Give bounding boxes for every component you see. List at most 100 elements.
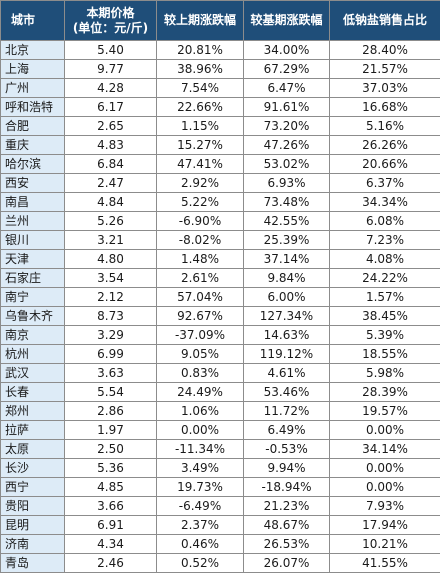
price-cell: 6.99 <box>65 345 157 364</box>
price-cell: 2.46 <box>65 554 157 573</box>
mom-change-cell: 20.81% <box>157 41 244 60</box>
yoy-change-cell: 67.29% <box>244 60 330 79</box>
yoy-change-cell: 9.84% <box>244 269 330 288</box>
price-cell: 5.54 <box>65 383 157 402</box>
price-cell: 1.97 <box>65 421 157 440</box>
mom-change-cell: 2.37% <box>157 516 244 535</box>
price-cell: 6.17 <box>65 98 157 117</box>
mom-change-cell: 2.61% <box>157 269 244 288</box>
header-row: 城市 本期价格 (单位：元/斤) 较上期涨跌幅 较基期涨跌幅 低钠盐销售占比 <box>1 1 440 41</box>
price-cell: 3.21 <box>65 231 157 250</box>
low-sodium-share-cell: 17.94% <box>330 516 440 535</box>
low-sodium-share-cell: 10.21% <box>330 535 440 554</box>
header-price-line2: (单位：元/斤) <box>65 21 156 36</box>
city-cell: 青岛 <box>1 554 65 573</box>
mom-change-cell: 19.73% <box>157 478 244 497</box>
price-cell: 4.84 <box>65 193 157 212</box>
yoy-change-cell: 9.94% <box>244 459 330 478</box>
low-sodium-share-cell: 6.37% <box>330 174 440 193</box>
low-sodium-share-cell: 0.00% <box>330 421 440 440</box>
city-cell: 石家庄 <box>1 269 65 288</box>
city-cell: 重庆 <box>1 136 65 155</box>
mom-change-cell: 7.54% <box>157 79 244 98</box>
yoy-change-cell: -0.53% <box>244 440 330 459</box>
price-cell: 3.66 <box>65 497 157 516</box>
low-sodium-share-cell: 16.68% <box>330 98 440 117</box>
city-cell: 杭州 <box>1 345 65 364</box>
mom-change-cell: 38.96% <box>157 60 244 79</box>
city-cell: 武汉 <box>1 364 65 383</box>
low-sodium-share-cell: 7.93% <box>330 497 440 516</box>
table-header: 城市 本期价格 (单位：元/斤) 较上期涨跌幅 较基期涨跌幅 低钠盐销售占比 <box>1 1 440 41</box>
city-cell: 长春 <box>1 383 65 402</box>
header-city: 城市 <box>1 1 65 41</box>
low-sodium-share-cell: 0.00% <box>330 478 440 497</box>
city-cell: 哈尔滨 <box>1 155 65 174</box>
mom-change-cell: 0.00% <box>157 421 244 440</box>
yoy-change-cell: 73.48% <box>244 193 330 212</box>
yoy-change-cell: 6.49% <box>244 421 330 440</box>
yoy-change-cell: 91.61% <box>244 98 330 117</box>
city-cell: 银川 <box>1 231 65 250</box>
low-sodium-share-cell: 28.40% <box>330 41 440 60</box>
mom-change-cell: 5.22% <box>157 193 244 212</box>
low-sodium-share-cell: 24.22% <box>330 269 440 288</box>
low-sodium-share-cell: 5.39% <box>330 326 440 345</box>
price-cell: 4.85 <box>65 478 157 497</box>
mom-change-cell: 15.27% <box>157 136 244 155</box>
low-sodium-share-cell: 28.39% <box>330 383 440 402</box>
yoy-change-cell: 127.34% <box>244 307 330 326</box>
header-mom-change: 较上期涨跌幅 <box>157 1 244 41</box>
low-sodium-share-cell: 21.57% <box>330 60 440 79</box>
price-cell: 4.28 <box>65 79 157 98</box>
low-sodium-share-cell: 38.45% <box>330 307 440 326</box>
yoy-change-cell: 48.67% <box>244 516 330 535</box>
low-sodium-share-cell: 34.34% <box>330 193 440 212</box>
mom-change-cell: 1.48% <box>157 250 244 269</box>
price-cell: 6.84 <box>65 155 157 174</box>
city-cell: 西宁 <box>1 478 65 497</box>
city-cell: 太原 <box>1 440 65 459</box>
yoy-change-cell: 37.14% <box>244 250 330 269</box>
city-cell: 贵阳 <box>1 497 65 516</box>
low-sodium-share-cell: 41.55% <box>330 554 440 573</box>
city-cell: 南宁 <box>1 288 65 307</box>
mom-change-cell: 24.49% <box>157 383 244 402</box>
low-sodium-share-cell: 1.57% <box>330 288 440 307</box>
mom-change-cell: 9.05% <box>157 345 244 364</box>
price-cell: 4.83 <box>65 136 157 155</box>
city-cell: 西安 <box>1 174 65 193</box>
price-cell: 5.36 <box>65 459 157 478</box>
price-cell: 2.12 <box>65 288 157 307</box>
yoy-change-cell: 47.26% <box>244 136 330 155</box>
yoy-change-cell: 6.00% <box>244 288 330 307</box>
city-cell: 南京 <box>1 326 65 345</box>
price-cell: 5.40 <box>65 41 157 60</box>
city-cell: 呼和浩特 <box>1 98 65 117</box>
price-cell: 4.34 <box>65 535 157 554</box>
yoy-change-cell: 34.00% <box>244 41 330 60</box>
mom-change-cell: -8.02% <box>157 231 244 250</box>
low-sodium-share-cell: 18.55% <box>330 345 440 364</box>
mom-change-cell: 2.92% <box>157 174 244 193</box>
price-cell: 2.86 <box>65 402 157 421</box>
city-cell: 昆明 <box>1 516 65 535</box>
low-sodium-share-cell: 7.23% <box>330 231 440 250</box>
